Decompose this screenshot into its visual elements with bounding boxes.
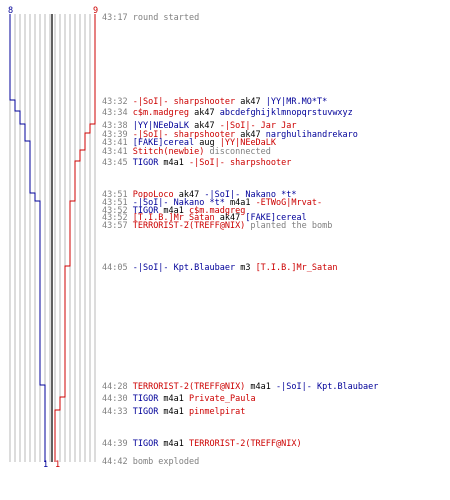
weapon-label: m4a1 (245, 382, 277, 392)
player-name: TERRORIST-2(TREFF@NIX) (132, 382, 246, 392)
player-name: [T.I.B.]Mr_Satan (132, 213, 215, 223)
event-row: 43:39 -|SoI|- sharpshooter ak47 narghuli… (102, 130, 358, 140)
event-time: 43:52 (102, 206, 128, 216)
event-row: 43:38 |YY|NEeDaLK ak47 -|SoI|- Jar Jar (102, 121, 297, 131)
event-text: planted the bomb (245, 221, 333, 231)
event-row: 44:42 bomb exploded (102, 457, 199, 467)
weapon-label: m4a1 (158, 158, 190, 168)
event-time: 43:51 (102, 190, 128, 200)
blue-team-alive-line (9, 14, 46, 462)
player-name: -ETWoG|Mrvat- (255, 198, 323, 208)
event-text: round started (132, 13, 200, 23)
event-time: 43:41 (102, 138, 128, 148)
player-name: -|SoI|- Kpt.Blaubaer (276, 382, 379, 392)
red-start-count: 9 (93, 6, 99, 16)
player-name: TIGOR (132, 158, 159, 168)
weapon-label: ak47 (235, 97, 266, 107)
event-row: 43:52 [T.I.B.]Mr_Satan ak47 [FAKE]cereal (102, 213, 307, 223)
weapon-label: m4a1 (158, 407, 190, 417)
event-time: 43:39 (102, 130, 128, 140)
event-time: 43:51 (102, 198, 128, 208)
player-name: [T.I.B.]Mr_Satan (255, 263, 338, 273)
event-time: 43:57 (102, 221, 128, 231)
player-name: |YY|MR.MO*T* (265, 97, 328, 107)
event-row: 43:52 TIGOR m4a1 c$m.madgreg (102, 206, 245, 216)
weapon-label: ak47 (189, 108, 220, 118)
player-name: TIGOR (132, 394, 159, 404)
event-row: 43:57 TERRORIST-2(TREFF@NIX) planted the… (102, 221, 332, 231)
player-name: TERRORIST-2(TREFF@NIX) (189, 439, 302, 449)
event-time: 43:41 (102, 147, 128, 157)
weapon-label: m4a1 (224, 198, 256, 208)
player-name: -|SoI|- Kpt.Blaubaer (132, 263, 236, 273)
event-row: 43:41 Stitch(newbie) disconnected (102, 147, 271, 157)
blue-end-count: 1 (43, 460, 49, 470)
event-time: 44:30 (102, 394, 128, 404)
player-name: |YY|NEeDaLK (132, 121, 190, 131)
event-time: 44:39 (102, 439, 128, 449)
player-name: TIGOR (132, 407, 159, 417)
weapon-label: ak47 (189, 121, 220, 131)
player-name: -|SoI|- sharpshooter (132, 97, 236, 107)
player-name: c$m.madgreg (189, 206, 246, 216)
event-row: 43:34 c$m.madgreg ak47 abcdefghijklmnopq… (102, 108, 353, 118)
player-name: |YY|NEeDaLK (219, 138, 277, 148)
player-name: -|SoI|- Jar Jar (219, 121, 297, 131)
event-time: 44:33 (102, 407, 128, 417)
event-text: bomb exploded (132, 457, 200, 467)
player-name: PopoLoco (132, 190, 174, 200)
player-name: TERRORIST-2(TREFF@NIX) (132, 221, 246, 231)
player-name: -|SoI|- Nakano *t* (204, 190, 297, 200)
player-name: [FAKE]cereal (245, 213, 307, 223)
event-row: 43:32 -|SoI|- sharpshooter ak47 |YY|MR.M… (102, 97, 327, 107)
weapon-label: ak47 (173, 190, 205, 200)
event-row: 44:39 TIGOR m4a1 TERRORIST-2(TREFF@NIX) (102, 439, 302, 449)
event-row: 44:30 TIGOR m4a1 Private_Paula (102, 394, 256, 404)
player-name: -|SoI|- Nakano *t* (132, 198, 225, 208)
player-name: TIGOR (132, 439, 159, 449)
event-row: 44:33 TIGOR m4a1 pinmelpirat (102, 407, 245, 417)
weapon-label: m4a1 (158, 394, 190, 404)
weapon-label: m4a1 (158, 439, 190, 449)
player-name: Stitch(newbie) (132, 147, 205, 157)
event-row: 44:28 TERRORIST-2(TREFF@NIX) m4a1 -|SoI|… (102, 382, 378, 392)
red-end-count: 1 (55, 460, 61, 470)
event-row: 43:41 [FAKE]cereal aug |YY|NEeDaLK (102, 138, 276, 148)
event-time: 44:42 (102, 457, 128, 467)
weapon-label: m4a1 (158, 206, 190, 216)
event-row: 43:51 -|SoI|- Nakano *t* m4a1 -ETWoG|Mrv… (102, 198, 322, 208)
player-name: -|SoI|- sharpshooter (189, 158, 292, 168)
player-name: abcdefghijklmnopqrstuvwxyz (219, 108, 353, 118)
player-name: Private_Paula (189, 394, 256, 404)
event-time: 43:17 (102, 13, 128, 23)
player-name: TIGOR (132, 206, 159, 216)
player-name: [FAKE]cereal (132, 138, 195, 148)
event-text: disconnected (204, 147, 271, 157)
event-row: 43:51 PopoLoco ak47 -|SoI|- Nakano *t* (102, 190, 297, 200)
weapon-label: m3 (235, 263, 256, 273)
event-time: 44:05 (102, 263, 128, 273)
event-row: 43:45 TIGOR m4a1 -|SoI|- sharpshooter (102, 158, 291, 168)
weapon-label: aug (194, 138, 220, 148)
event-time: 43:34 (102, 108, 128, 118)
weapon-label: ak47 (235, 130, 266, 140)
red-team-alive-line (54, 14, 96, 462)
blue-start-count: 8 (8, 6, 14, 16)
player-name: narghulihandrekaro (265, 130, 358, 140)
weapon-label: ak47 (214, 213, 246, 223)
player-name: pinmelpirat (189, 407, 246, 417)
event-time: 43:38 (102, 121, 128, 131)
event-time: 43:45 (102, 158, 128, 168)
player-name: c$m.madgreg (132, 108, 190, 118)
player-name: -|SoI|- sharpshooter (132, 130, 236, 140)
event-time: 43:32 (102, 97, 128, 107)
event-time: 44:28 (102, 382, 128, 392)
event-row: 43:17 round started (102, 13, 199, 23)
event-time: 43:52 (102, 213, 128, 223)
event-row: 44:05 -|SoI|- Kpt.Blaubaer m3 [T.I.B.]Mr… (102, 263, 337, 273)
